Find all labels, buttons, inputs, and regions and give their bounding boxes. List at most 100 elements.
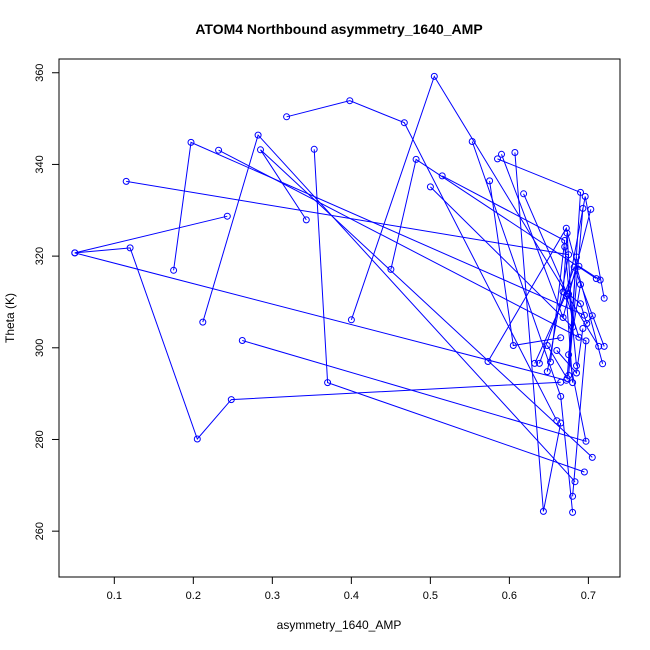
data-point [562,224,570,232]
data-point [580,311,588,319]
data-point [484,358,492,365]
series-line [74,215,567,381]
x-tick-label: 0.6 [502,590,517,602]
data-point [254,131,262,139]
series-line [538,265,605,364]
data-point [170,266,178,274]
data-point [430,72,438,80]
y-axis-label: Theta (K) [3,293,17,343]
series-line [242,284,587,443]
data-point [310,145,318,153]
data-point [486,177,494,185]
data-point [573,253,580,261]
data-point [582,437,590,445]
data-point [387,265,395,273]
data-point [494,155,501,163]
data-point [438,172,446,180]
data-point [577,300,584,308]
data-point [468,138,476,145]
data-point [199,318,207,326]
data-point [71,249,79,257]
data-point [561,243,569,251]
data-point [498,150,505,158]
data-point [581,193,589,200]
data-point [122,177,130,185]
data-point [600,342,608,350]
series-line [514,152,562,512]
data-point [588,312,596,320]
data-point [400,119,408,127]
x-axis: 0.1 0.2 0.3 0.4 0.5 0.6 0.7 [107,576,596,602]
data-point [539,507,547,515]
data-point [324,379,332,387]
data-point [592,275,600,283]
data-point [577,188,584,196]
x-tick-label: 0.7 [581,590,596,602]
data-point [553,347,561,354]
data-point [547,358,554,366]
data-point [600,294,608,302]
x-axis-label: asymmetry_1640_AMP [277,618,402,632]
series-line [286,100,558,421]
series-line [501,154,592,320]
data-point [569,492,577,500]
data-point [223,212,231,220]
series-line [202,134,576,483]
series-line [568,293,593,325]
data-point [557,334,565,342]
series-line [534,265,601,364]
series-line [350,75,600,347]
series-line [523,193,605,299]
data-point [426,183,434,191]
data-point [569,508,577,516]
data-point [412,155,420,163]
x-tick-label: 0.1 [107,590,122,602]
data-point [569,379,577,387]
x-tick-label: 0.3 [265,590,280,602]
series-layer [71,72,608,516]
data-point [557,392,565,400]
x-tick-label: 0.2 [186,590,201,602]
data-point [575,333,583,341]
data-point [543,342,551,349]
data-point [588,453,596,461]
series-line [313,149,585,473]
data-point [126,244,134,252]
data-point [583,320,591,327]
data-point [579,325,587,332]
data-point [599,360,607,368]
data-point [509,342,517,349]
data-point [580,468,588,476]
data-point [596,276,604,284]
series-line [390,158,597,280]
x-tick-label: 0.4 [344,590,359,602]
data-point [346,97,354,105]
data-point [257,146,264,154]
y-tick-label: 360 [34,64,46,82]
data-point [570,263,578,271]
data-point [563,375,571,382]
data-point [193,435,201,443]
y-tick-label: 340 [34,155,46,173]
y-tick-label: 260 [34,522,46,540]
series-line [74,247,561,440]
y-axis: 260 280 300 320 340 360 [34,64,60,540]
data-point [283,113,291,121]
data-point [582,337,590,345]
series-line [441,175,566,363]
chart-title: ATOM4 Northbound asymmetry_1640_AMP [195,21,482,37]
data-point [535,359,543,367]
series-line [564,246,577,366]
data-point [543,368,551,376]
data-point [238,337,246,344]
data-point [187,138,195,146]
x-tick-label: 0.5 [423,590,438,602]
data-point [511,149,519,156]
series-line [218,149,587,497]
data-point [557,419,565,427]
y-tick-label: 320 [34,247,46,265]
series-line [260,149,593,458]
data-point [520,190,528,198]
